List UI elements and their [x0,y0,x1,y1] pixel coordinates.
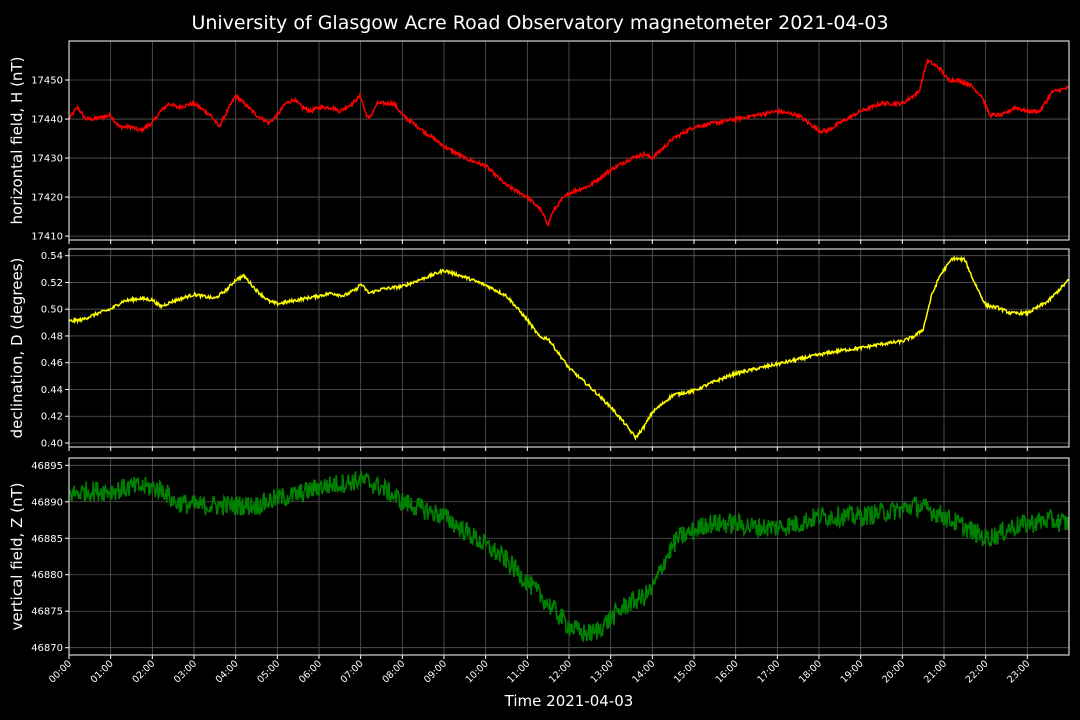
panel-declination: 0.40 0.42 0.44 0.46 0.48 0.50 0.52 0.54 declinat… [8,248,1070,451]
y-tick-label: 0.46 [41,358,63,369]
y-tick-label: 0.40 [41,438,63,449]
panel-frame [68,248,1070,448]
y-tick-label: 46880 [31,570,63,581]
y-tick-label: 46895 [31,461,63,472]
y-axis-label: horizontal field, H (nT) [8,57,26,225]
y-tick-label: 46890 [31,497,63,508]
y-tick-label: 46875 [31,607,63,618]
y-tick-label: 0.52 [41,278,63,289]
panel-frame [68,40,1070,241]
y-tick-label: 0.42 [41,412,63,423]
series-line-horizontal [69,58,1069,227]
series-line-vertical [69,470,1069,643]
panel-vertical: 46870 46875 46880 46885 46890 46895 vertical f… [8,457,1070,659]
chart-title: University of Glasgow Acre Road Observat… [191,12,888,34]
y-tick-label: 46870 [31,643,63,654]
y-tick-label: 0.48 [41,331,63,342]
y-axis-label: vertical field, Z (nT) [8,482,26,630]
y-tick-label: 17420 [31,193,63,204]
series-line-declination [69,255,1069,441]
x-axis-label: Time 2021-04-03 [504,692,634,710]
y-axis-label: declination, D (degrees) [8,258,26,439]
y-tick-label: 17450 [31,76,63,87]
y-tick-label: 0.50 [41,305,63,316]
y-tick-label: 0.44 [41,385,63,396]
y-tick-label: 0.54 [41,251,63,262]
y-tick-label: 46885 [31,534,63,545]
y-tick-label: 17440 [31,115,63,126]
panel-frame [68,457,1070,656]
panel-horizontal: 17410 17420 17430 17440 17450 horizontal fiel… [8,40,1070,244]
y-tick-label: 17430 [31,154,63,165]
chart-panels: 17410 17420 17430 17440 17450 horizontal fiel… [8,40,1070,659]
y-tick-label: 17410 [31,232,63,243]
